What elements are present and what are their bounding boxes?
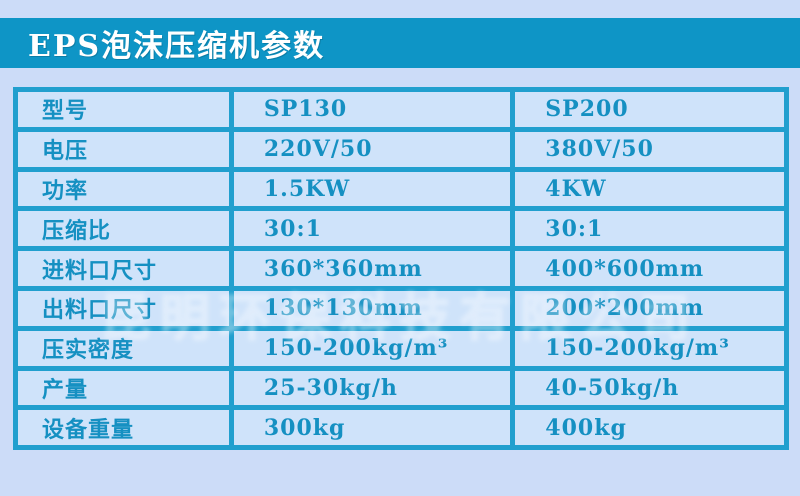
value-sp200-cell: SP200 <box>510 87 789 132</box>
table-row: 进料口尺寸 360*360mm 400*600mm <box>13 246 789 291</box>
table-row: 功率 1.5KW 4KW <box>13 166 789 212</box>
row-label-cell: 型号 <box>13 87 234 132</box>
row-label-cell: 进料口尺寸 <box>13 246 234 291</box>
value-sp200-cell: 30:1 <box>510 206 789 252</box>
value-sp130-cell: 220V/50 <box>228 126 516 172</box>
row-label-cell: 出料口尺寸 <box>13 285 234 331</box>
value-sp130-cell: 30:1 <box>228 206 516 252</box>
table-row: 产量 25-30kg/h 40-50kg/h <box>13 365 789 411</box>
table-row: 电压 220V/50 380V/50 <box>13 126 789 172</box>
table-row: 压实密度 150-200kg/m³ 150-200kg/m³ <box>13 325 789 371</box>
value-sp130-cell: 130*130mm <box>228 285 516 331</box>
row-label-cell: 功率 <box>13 166 234 212</box>
table-row: 设备重量 300kg 400kg <box>13 405 789 451</box>
value-sp130-cell: 300kg <box>228 405 516 451</box>
title-bar: EPS泡沫压缩机参数 <box>0 18 800 68</box>
spec-table-body: 型号 SP130 SP200 电压 220V/50 380V/50 功率 1.5KW 4KW 压缩… <box>13 87 789 451</box>
row-label-cell: 产量 <box>13 365 234 411</box>
value-sp130-cell: 1.5KW <box>228 166 516 212</box>
row-label-cell: 电压 <box>13 126 234 172</box>
table-row: 压缩比 30:1 30:1 <box>13 206 789 252</box>
value-sp130-cell: SP130 <box>228 87 516 132</box>
value-sp200-cell: 4KW <box>510 166 789 212</box>
row-label-cell: 设备重量 <box>13 405 234 451</box>
value-sp200-cell: 400*600mm <box>510 246 789 291</box>
value-sp130-cell: 25-30kg/h <box>228 365 516 411</box>
value-sp200-cell: 200*200mm <box>510 285 789 331</box>
value-sp200-cell: 400kg <box>510 405 789 451</box>
table-row: 出料口尺寸 130*130mm 200*200mm <box>13 285 789 331</box>
value-sp130-cell: 360*360mm <box>228 246 516 291</box>
page-title: EPS泡沫压缩机参数 <box>28 29 326 64</box>
table-row: 型号 SP130 SP200 <box>13 87 789 132</box>
value-sp200-cell: 380V/50 <box>510 126 789 172</box>
value-sp200-cell: 40-50kg/h <box>510 365 789 411</box>
spec-table: 型号 SP130 SP200 电压 220V/50 380V/50 功率 1.5KW 4KW 压缩… <box>13 87 789 451</box>
value-sp200-cell: 150-200kg/m³ <box>510 325 789 371</box>
row-label-cell: 压实密度 <box>13 325 234 371</box>
row-label-cell: 压缩比 <box>13 206 234 252</box>
value-sp130-cell: 150-200kg/m³ <box>228 325 516 371</box>
